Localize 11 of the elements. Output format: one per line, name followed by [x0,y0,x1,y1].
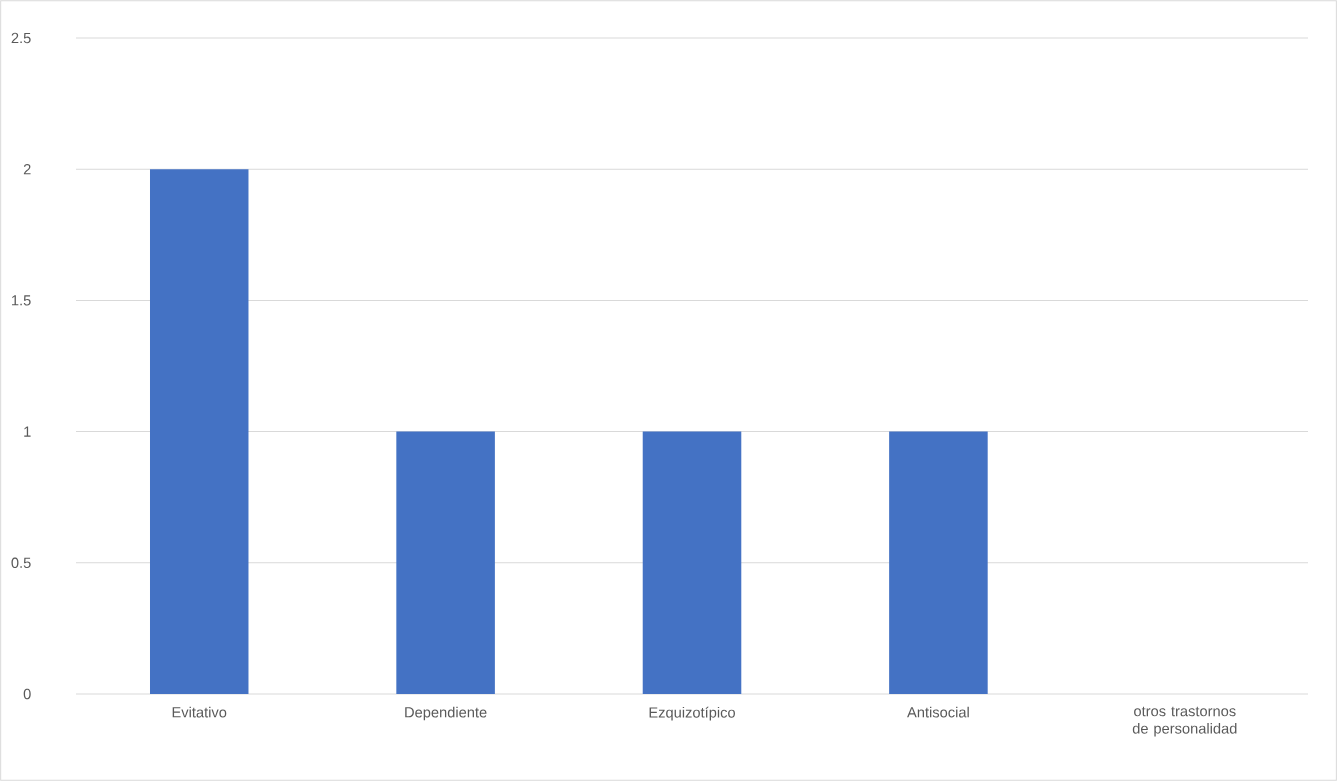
x-tick-label: Evitativo [172,706,227,718]
y-tick-label: 1.5 [12,295,31,306]
y-tick-label: 1 [24,426,31,437]
y-tick-label: 2.5 [11,32,31,44]
x-tick-label: Dependiente [405,706,487,721]
y-tick-label: 2 [23,164,31,175]
x-tick-label: otros trastornos de personalidad [1132,706,1237,737]
y-tick-label: 0 [23,688,31,700]
x-tick-label: Antisocial [907,706,969,718]
y-tick-label: 0.5 [11,557,31,568]
x-tick-label: Ezquizotípico [649,706,735,721]
